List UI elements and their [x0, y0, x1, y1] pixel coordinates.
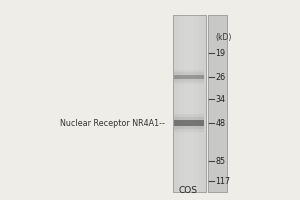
- Text: 48: 48: [215, 118, 225, 128]
- FancyBboxPatch shape: [208, 15, 226, 192]
- Text: 117: 117: [215, 176, 230, 186]
- Text: Nuclear Receptor NR4A1--: Nuclear Receptor NR4A1--: [60, 118, 165, 128]
- Text: COS: COS: [179, 186, 198, 195]
- Text: 19: 19: [215, 48, 226, 58]
- Bar: [172, 15, 206, 192]
- Text: (kD): (kD): [215, 33, 232, 42]
- Bar: [174, 70, 204, 84]
- Text: 26: 26: [215, 72, 226, 82]
- Bar: [174, 114, 204, 132]
- Bar: [174, 75, 204, 79]
- Bar: [174, 120, 204, 126]
- Bar: [174, 72, 204, 82]
- Text: 85: 85: [215, 156, 226, 166]
- Bar: [208, 15, 226, 192]
- FancyBboxPatch shape: [172, 15, 206, 192]
- Bar: [174, 117, 204, 129]
- Text: 34: 34: [215, 95, 225, 104]
